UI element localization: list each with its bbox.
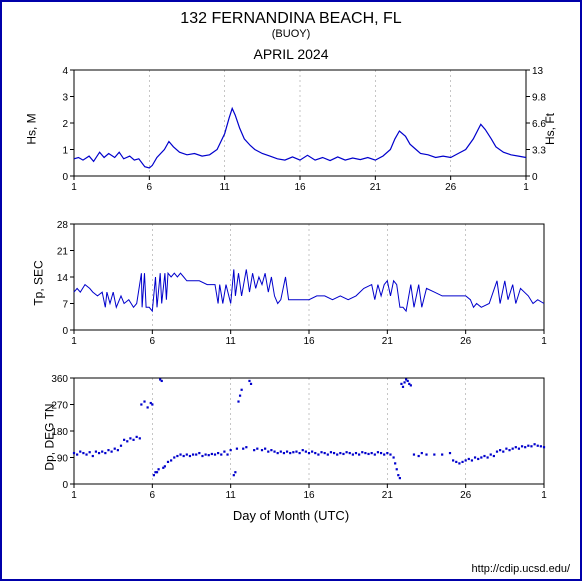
main-title: 132 FERNANDINA BEACH, FL xyxy=(2,10,580,28)
svg-text:16: 16 xyxy=(303,490,315,501)
panel-dp: Dp, DEG TN 09018027036016111621261 xyxy=(10,372,572,502)
svg-text:6: 6 xyxy=(150,336,156,347)
svg-text:3: 3 xyxy=(62,93,68,104)
svg-text:2: 2 xyxy=(62,119,68,130)
sub-title: (BUOY) xyxy=(2,28,580,40)
svg-text:0: 0 xyxy=(62,172,68,183)
svg-text:4: 4 xyxy=(62,66,68,77)
svg-text:1: 1 xyxy=(71,490,77,501)
svg-text:360: 360 xyxy=(51,374,68,385)
plot-dp: 09018027036016111621261 xyxy=(10,372,576,502)
svg-text:11: 11 xyxy=(225,490,236,501)
panel-hs: Hs, M 0123403.36.69.81316111621261 Hs, F… xyxy=(10,64,572,194)
svg-text:26: 26 xyxy=(460,490,472,501)
svg-text:9.8: 9.8 xyxy=(532,93,546,104)
svg-text:11: 11 xyxy=(219,182,230,193)
month-title: APRIL 2024 xyxy=(2,46,580,62)
svg-text:28: 28 xyxy=(57,220,69,231)
chart-frame: 132 FERNANDINA BEACH, FL (BUOY) APRIL 20… xyxy=(0,0,582,581)
svg-text:90: 90 xyxy=(57,454,69,465)
svg-text:21: 21 xyxy=(382,490,394,501)
svg-text:16: 16 xyxy=(303,336,315,347)
ylabel-dp: Dp, DEG TN xyxy=(43,403,57,470)
svg-text:1: 1 xyxy=(541,490,547,501)
svg-text:1: 1 xyxy=(523,182,529,193)
svg-text:6: 6 xyxy=(147,182,153,193)
svg-text:1: 1 xyxy=(62,146,68,157)
svg-text:21: 21 xyxy=(382,336,394,347)
svg-text:11: 11 xyxy=(225,336,236,347)
plot-hs: 0123403.36.69.81316111621261 xyxy=(10,64,576,194)
svg-text:1: 1 xyxy=(71,336,77,347)
svg-text:0: 0 xyxy=(62,326,68,337)
ylabel-hs-right: Hs, Ft xyxy=(543,113,557,145)
svg-text:7: 7 xyxy=(62,300,68,311)
svg-text:1: 1 xyxy=(71,182,77,193)
ylabel-hs-left: Hs, M xyxy=(25,113,39,144)
svg-text:26: 26 xyxy=(460,336,472,347)
svg-text:16: 16 xyxy=(294,182,306,193)
svg-text:0: 0 xyxy=(62,480,68,491)
svg-text:6: 6 xyxy=(150,490,156,501)
plot-tp: 0714212816111621261 xyxy=(10,218,576,348)
credit-label: http://cdip.ucsd.edu/ xyxy=(472,563,570,575)
ylabel-tp: Tp, SEC xyxy=(32,260,46,305)
svg-text:0: 0 xyxy=(532,172,538,183)
svg-text:1: 1 xyxy=(541,336,547,347)
svg-text:21: 21 xyxy=(57,247,69,258)
xlabel: Day of Month (UTC) xyxy=(10,508,572,523)
svg-text:3.3: 3.3 xyxy=(532,146,546,157)
svg-text:13: 13 xyxy=(532,66,544,77)
svg-text:14: 14 xyxy=(57,273,69,284)
svg-text:21: 21 xyxy=(370,182,382,193)
panel-tp: Tp, SEC 0714212816111621261 xyxy=(10,218,572,348)
svg-text:26: 26 xyxy=(445,182,457,193)
